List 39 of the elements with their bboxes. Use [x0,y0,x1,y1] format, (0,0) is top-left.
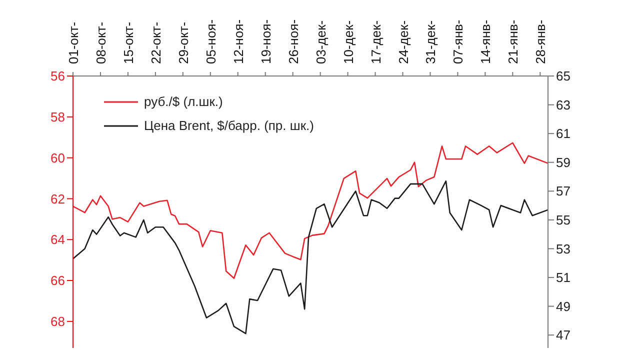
y2-tick-label: 55 [556,212,570,228]
x-tick-label: 26-ноя- [286,19,301,64]
x-tick-label: 05-ноя- [203,19,218,64]
y-tick-label: 62 [50,191,65,206]
y2-tick-label: 59 [556,154,570,170]
y2-tick-label: 53 [556,241,570,256]
y2-tick-label: 65 [556,68,570,84]
x-tick-label: 08-окт- [93,22,108,64]
line-series [73,180,548,334]
legend-label: Цена Brent, $/барр. (пр. шк.) [144,117,314,135]
y-tick-label: 68 [50,314,65,330]
y-tick-label: 66 [50,273,65,288]
y2-tick-label: 49 [556,298,570,314]
x-tick-label: 01-окт- [66,22,81,64]
line-series [73,142,548,279]
y-tick-label: 60 [50,150,65,166]
x-tick-label: 28-янв- [533,20,548,64]
x-tick-label: 15-окт- [120,22,136,64]
x-tick-label: 21-янв- [506,20,521,64]
y2-tick-label: 57 [556,184,570,199]
y2-tick-label: 63 [556,97,570,112]
x-tick-label: 03-дек- [313,20,328,64]
x-tick-label: 24-дек- [396,20,411,64]
x-tick-label: 07-янв- [450,20,466,64]
x-tick-label: 19-ноя- [258,19,274,64]
y-tick-label: 56 [50,68,65,84]
y2-tick-label: 47 [556,328,570,343]
y-tick-label: 58 [50,110,65,125]
x-tick-label: 22-окт- [148,22,164,64]
y-tick-label: 64 [50,232,65,248]
x-tick-label: 29-окт- [176,22,191,64]
x-tick-label: 12-ноя- [230,19,246,64]
y2-tick-label: 61 [556,126,570,142]
legend-label: руб./$ (л.шк.) [144,93,223,111]
x-tick-label: 10-дек- [340,20,356,64]
y2-tick-label: 51 [556,270,570,286]
x-tick-label: 31-дек- [423,20,438,64]
x-tick-label: 17-дек- [368,20,384,64]
x-tick-label: 14-янв- [478,20,494,64]
